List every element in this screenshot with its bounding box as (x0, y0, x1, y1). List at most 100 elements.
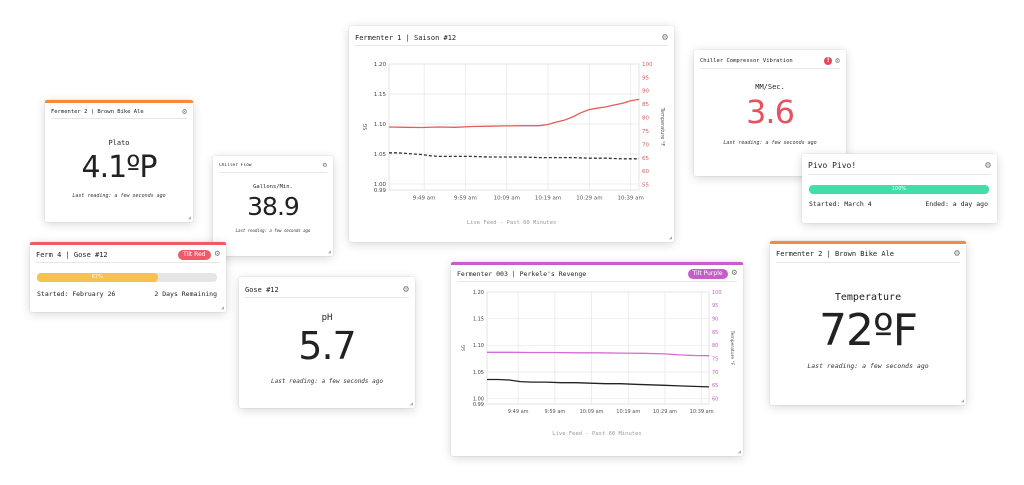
y-tick-label: 0.99 (473, 402, 484, 408)
y2-tick-label: 90 (712, 316, 718, 322)
alert-icon: ! (824, 56, 833, 65)
x-tick-label: 9:49 am (508, 409, 529, 415)
last-reading: Last reading: a few seconds ago (235, 228, 311, 233)
metric-value: 4.1ºP (81, 150, 158, 185)
tilt-badge: Tilt Purple (687, 268, 728, 279)
chart-footer: Live Feed - Past 60 Minutes (466, 220, 557, 226)
card-gose-ph: Gose #12 ⚙ pH 5.7 Last reading: a few se… (239, 277, 415, 408)
resize-handle[interactable]: ◢ (220, 305, 224, 311)
y-tick-label: 0.99 (374, 188, 387, 194)
progress-fill: 67% (37, 273, 158, 282)
y-tick-label: 1.15 (374, 92, 387, 98)
y-tick-label: 1.20 (374, 62, 387, 68)
y2-tick-label: 100 (642, 62, 653, 68)
card-chiller-flow: Chiller Flow ⚙ Gallons/Min. 38.9 Last re… (213, 156, 333, 256)
metric-unit: Temperature (834, 292, 902, 303)
temperature-series-line (487, 351, 710, 357)
last-reading: Last reading: a few seconds ago (807, 362, 929, 370)
card-accent-bar (45, 100, 193, 103)
gear-icon[interactable]: ⚙ (182, 106, 187, 116)
y2-tick-label: 70 (642, 142, 649, 148)
gear-icon[interactable]: ⚙ (402, 283, 409, 295)
x-tick-label: 10:29 am (653, 409, 677, 415)
y2-axis-label: Temperature °F (729, 330, 735, 366)
y2-tick-label: 100 (712, 290, 722, 296)
metric-value: 72ºF (818, 305, 918, 356)
gear-icon[interactable]: ⚙ (214, 249, 220, 259)
resize-handle[interactable]: ◢ (327, 249, 331, 255)
metric-unit: Gallons/Min. (253, 184, 293, 190)
days-remaining: 2 Days Remaining (154, 290, 217, 298)
card-ferm4-progress: Ferm 4 | Gose #12 Tilt Red ⚙ 67% Started… (30, 242, 226, 312)
resize-handle[interactable]: ◢ (409, 401, 413, 407)
y2-tick-label: 90 (642, 89, 649, 95)
y2-tick-label: 65 (642, 156, 649, 162)
gear-icon[interactable]: ⚙ (835, 55, 840, 65)
y-tick-label: 1.10 (473, 343, 484, 349)
y-tick-label: 1.10 (374, 122, 387, 128)
y2-tick-label: 70 (712, 370, 718, 376)
completion-progress-bar: 100% (809, 185, 989, 194)
card-title: Chiller Flow (219, 163, 252, 168)
gear-icon[interactable]: ⚙ (731, 268, 737, 278)
metric-unit: Plato (108, 139, 130, 147)
metric-unit: MM/Sec. (755, 83, 785, 91)
card-title: Fermenter 003 | Perkele's Revenge (457, 269, 587, 278)
started-date: Started: March 4 (809, 200, 872, 208)
y2-tick-label: 60 (642, 169, 649, 175)
y-axis-label: SG (363, 123, 369, 130)
card-title: Fermenter 2 | Brown Bike Ale (51, 108, 144, 115)
card-fermenter1-chart: Fermenter 1 | Saison #12 ⚙ 1.20 1.15 1.10 1… (349, 26, 674, 242)
gear-icon[interactable]: ⚙ (661, 31, 668, 43)
y-tick-label: 1.15 (473, 316, 484, 322)
card-fermenter003-chart: Fermenter 003 | Perkele's Revenge Tilt P… (451, 262, 743, 456)
gear-icon[interactable]: ⚙ (984, 159, 991, 171)
sg-temperature-chart: 1.20 1.15 1.10 1.05 1.000.99 100 95 90 85 80 75 70 6… (363, 62, 665, 202)
resize-handle[interactable]: ◢ (737, 449, 741, 455)
card-pivo-progress: Pivo Pivo! ⚙ 100% Started: March 4 Ended… (802, 154, 997, 223)
y2-tick-label: 55 (642, 183, 649, 189)
card-accent-bar (30, 242, 226, 245)
x-tick-label: 10:39 am (690, 409, 714, 415)
ended-date: Ended: a day ago (925, 200, 988, 208)
started-date: Started: February 26 (37, 290, 116, 298)
card-accent-bar (451, 262, 743, 265)
y2-tick-label: 95 (712, 303, 718, 309)
gear-icon[interactable]: ⚙ (322, 161, 327, 169)
y-axis-label: SG (461, 344, 467, 351)
card-accent-bar (770, 241, 966, 244)
resize-handle[interactable]: ◢ (960, 398, 964, 404)
gravity-series-line (487, 378, 710, 388)
y2-tick-label: 60 (712, 396, 718, 402)
x-tick-label: 9:59 am (545, 409, 566, 415)
x-tick-label: 10:09 am (580, 409, 604, 415)
progress-fill: 100% (809, 185, 989, 194)
y2-tick-label: 80 (712, 343, 718, 349)
y-tick-label: 1.05 (473, 370, 484, 376)
fermentation-progress-bar: 67% (37, 273, 217, 282)
x-tick-label: 10:39 am (618, 196, 644, 202)
y-tick-label: 1.20 (473, 290, 484, 296)
y-tick-label: 1.00 (473, 396, 484, 402)
resize-handle[interactable]: ◢ (668, 235, 672, 241)
x-tick-label: 9:49 am (413, 196, 436, 202)
card-title: Ferm 4 | Gose #12 (36, 250, 108, 259)
y2-tick-label: 75 (642, 129, 649, 135)
card-fermenter2-plato: Fermenter 2 | Brown Bike Ale ⚙ Plato 4.1… (45, 100, 193, 222)
metric-value: 3.6 (746, 93, 795, 131)
y2-tick-label: 95 (642, 75, 649, 81)
progress-label: 67% (91, 274, 103, 280)
y2-tick-label: 75 (712, 356, 718, 362)
tilt-badge: Tilt Red (178, 249, 211, 260)
metric-value: 38.9 (247, 192, 300, 221)
y2-tick-label: 85 (712, 330, 718, 336)
metric-unit: pH (321, 313, 333, 323)
gravity-series-line (389, 152, 639, 160)
gear-icon[interactable]: ⚙ (953, 248, 960, 259)
card-title: Gose #12 (245, 285, 279, 294)
resize-handle[interactable]: ◢ (187, 215, 191, 221)
last-reading: Last reading: a few seconds ago (271, 378, 383, 385)
card-title: Fermenter 2 | Brown Bike Ale (776, 250, 895, 258)
y2-tick-label: 85 (642, 102, 649, 108)
x-tick-label: 10:09 am (494, 196, 520, 202)
